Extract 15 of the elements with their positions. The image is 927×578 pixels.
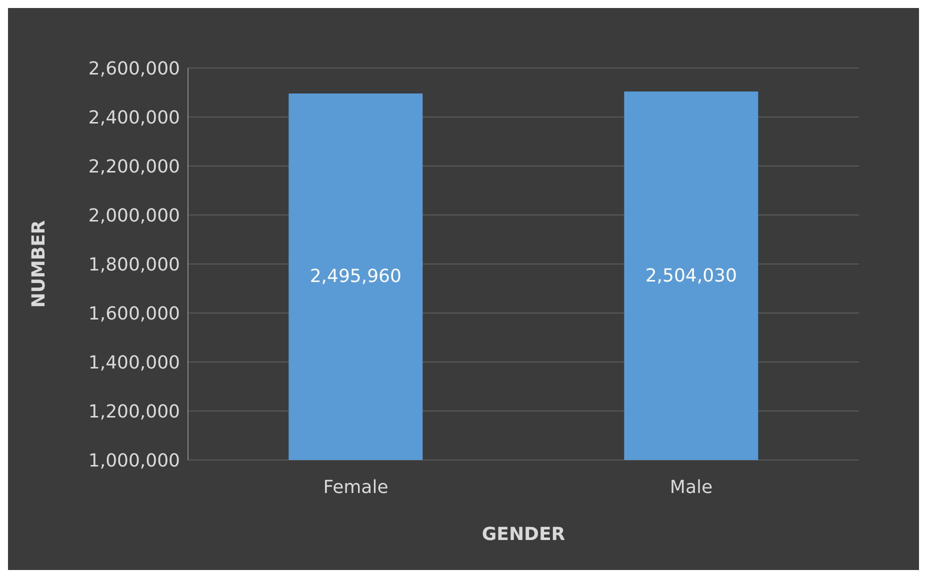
x-axis-title: GENDER <box>482 524 566 545</box>
y-tick-label: 1,800,000 <box>88 254 180 276</box>
y-tick-label: 1,200,000 <box>88 401 180 422</box>
x-tick-label: Male <box>670 476 713 498</box>
y-tick-label: 2,000,000 <box>88 205 180 226</box>
y-tick-label: 2,200,000 <box>88 156 180 178</box>
y-tick-label: 1,600,000 <box>88 303 180 324</box>
y-tick-label: 1,000,000 <box>88 450 180 472</box>
y-axis-title: NUMBER <box>28 220 50 308</box>
data-label: 2,495,960 <box>310 266 402 288</box>
y-tick-label: 1,400,000 <box>88 352 180 374</box>
data-label: 2,504,030 <box>645 265 737 286</box>
y-tick-label: 2,400,000 <box>88 107 180 128</box>
x-tick-label: Female <box>323 476 388 498</box>
y-tick-label: 2,600,000 <box>88 58 180 80</box>
